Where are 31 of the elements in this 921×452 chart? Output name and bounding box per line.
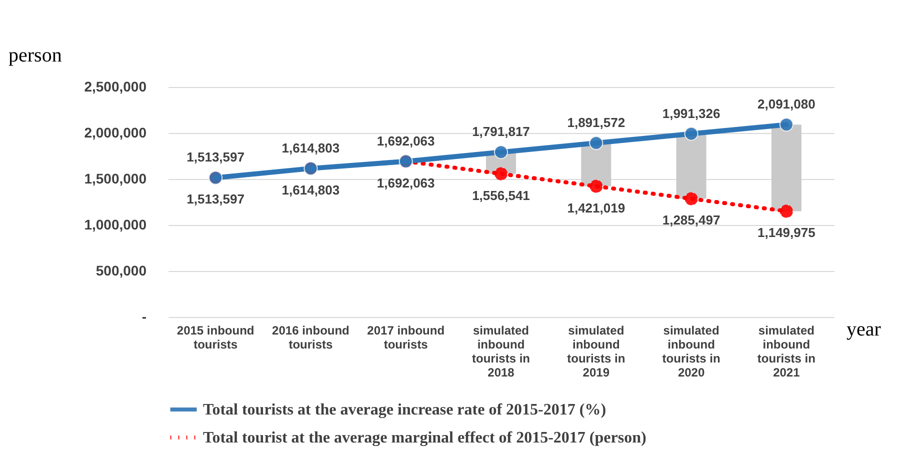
data-label: 1,692,063	[376, 133, 435, 148]
x-tick-label: simulated inbound tourists in 2018	[472, 324, 530, 380]
data-label: 1,513,597	[186, 192, 244, 207]
data-label: 1,149,975	[758, 225, 816, 240]
data-label: 1,556,541	[472, 188, 530, 203]
data-label: 1,614,803	[282, 182, 340, 198]
data-label: 1,692,063	[376, 175, 435, 190]
y-tick-label: 1,500,000	[84, 170, 147, 186]
x-tick-label: 2016 inbound tourists	[272, 324, 350, 352]
legend-label: Total tourists at the average increase rate of 2015-2017 (%)	[203, 402, 606, 418]
y-tick-label: 2,000,000	[84, 124, 147, 140]
x-tick-label: simulated inbound tourists in 2020	[662, 324, 720, 380]
data-label: 1,285,497	[662, 212, 720, 228]
x-tick-label: simulated inbound tourists in 2019	[567, 324, 626, 380]
y-tick-label: 2,500,000	[84, 78, 147, 94]
data-label: 1,891,572	[567, 114, 626, 130]
data-label: 1,791,817	[472, 124, 530, 140]
y-axis-title: person	[8, 44, 62, 66]
x-axis-title: year	[846, 318, 882, 340]
x-tick-label: 2015 inbound tourists	[176, 324, 254, 352]
y-tick-label: 1,000,000	[84, 216, 147, 232]
data-label: 1,513,597	[186, 150, 244, 165]
legend-label: Total tourist at the average marginal effect of 2015-2017 (person)	[203, 430, 646, 446]
y-tick-label: -	[142, 308, 147, 324]
x-tick-label: 2017 inbound tourists	[367, 324, 445, 352]
data-label: 1,614,803	[282, 140, 340, 156]
data-label: 1,991,326	[662, 106, 720, 121]
data-label: 2,091,080	[758, 96, 816, 112]
y-tick-label: 500,000	[96, 262, 147, 278]
data-label: 1,421,019	[567, 200, 626, 216]
x-tick-label: simulated inbound tourists in 2021	[757, 324, 816, 380]
